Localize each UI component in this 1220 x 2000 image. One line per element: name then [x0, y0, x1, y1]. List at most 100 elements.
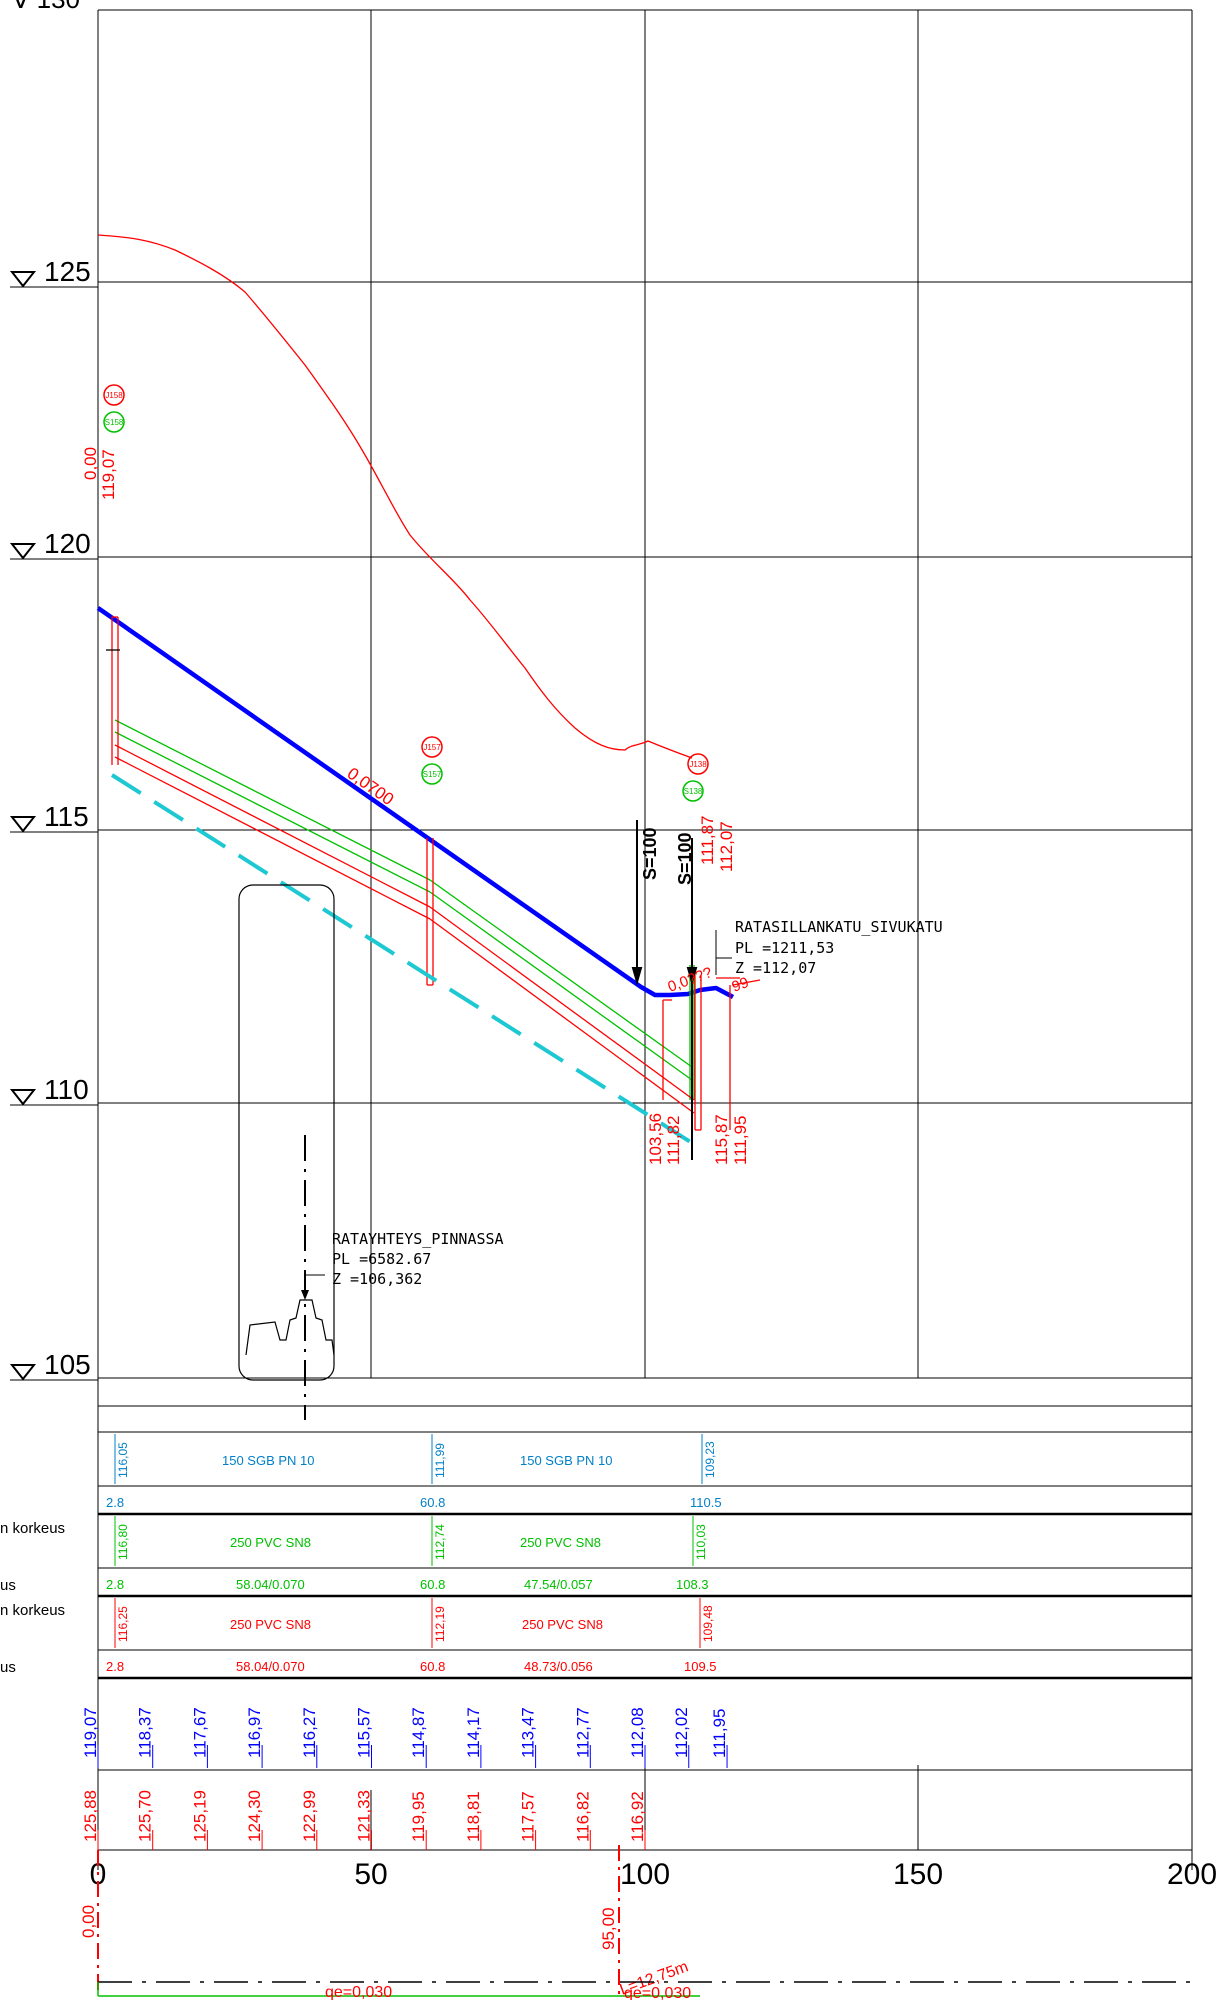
station-label-50: 50: [354, 1858, 387, 1891]
s-label-1: S=100: [640, 827, 660, 880]
elevation-marker-105: 105: [9, 1349, 98, 1381]
design-elevation-label: 114,87: [409, 1707, 428, 1758]
svg-text:∇ 130: ∇ 130: [11, 0, 80, 14]
svg-text:116,80: 116,80: [116, 1524, 130, 1560]
ground-elevation-label: 116,82: [573, 1791, 592, 1842]
svg-text:60.8: 60.8: [420, 1659, 445, 1674]
ratasillankatu-callout: RATASILLANKATU_SIVUKATU PL =1211,53 Z =1…: [715, 918, 943, 977]
svg-text:J157: J157: [423, 743, 441, 752]
design-elevation-label: 119,07: [81, 1707, 100, 1758]
end-label-2: 112,07: [717, 821, 736, 872]
ground-elevation-label: 125,88: [81, 1790, 100, 1842]
svg-text:115: 115: [44, 801, 89, 832]
design-elevation-label: 112,08: [628, 1707, 647, 1758]
marker-j138: J138: [687, 753, 709, 775]
svg-text:J138: J138: [689, 760, 707, 769]
end-small-label-2: 99: [730, 974, 751, 996]
left-label-4: us: [0, 1659, 16, 1676]
svg-text:60.8: 60.8: [420, 1495, 445, 1510]
ground-elevation-label: 121,33: [355, 1790, 374, 1842]
svg-text:Z =106,362: Z =106,362: [332, 1270, 422, 1288]
svg-text:108.3: 108.3: [676, 1577, 709, 1592]
svg-text:S138: S138: [684, 787, 703, 796]
marker-s158: S158: [103, 411, 125, 433]
design-elevations: 119,07 118,37 117,67 116,97 116,27 115,57 114,…: [81, 1707, 729, 1768]
svg-text:RATAYHTEYS_PINNASSA: RATAYHTEYS_PINNASSA: [332, 1230, 504, 1248]
svg-text:120: 120: [44, 528, 91, 559]
svg-text:110: 110: [44, 1074, 89, 1105]
svg-text:109.5: 109.5: [684, 1659, 717, 1674]
railway-crossing: RATAYHTEYS_PINNASSA PL =6582.67 Z =106,3…: [238, 884, 504, 1420]
svg-text:RATASILLANKATU_SIVUKATU: RATASILLANKATU_SIVUKATU: [735, 918, 943, 936]
elevation-marker-125: 125: [9, 256, 98, 288]
start-station-label: 0,00: [81, 447, 100, 480]
svg-text:S157: S157: [423, 770, 442, 779]
svg-text:116,05: 116,05: [116, 1442, 130, 1478]
ground-elevation-label: 117,57: [519, 1791, 538, 1842]
end-label-4: 111,82: [664, 1116, 683, 1165]
water-row: 116,05 111,99 109,23 150 SGB PN 10 150 S…: [106, 1434, 722, 1510]
svg-text:58.04/0.070: 58.04/0.070: [236, 1577, 305, 1592]
s-label-2: S=100: [675, 832, 695, 885]
design-elevation-label: 116,97: [245, 1707, 264, 1758]
station-axis: 0 50 100 150 200: [90, 1858, 1217, 1891]
svg-text:95,00: 95,00: [599, 1907, 618, 1950]
svg-text:S158: S158: [105, 418, 124, 427]
marker-s157: S157: [421, 763, 443, 785]
elevation-marker-120: 120: [9, 528, 98, 560]
svg-text:J158: J158: [105, 391, 123, 400]
ground-elevation-label: 122,99: [300, 1790, 319, 1842]
svg-text:qe=0,030: qe=0,030: [325, 1984, 392, 2000]
svg-text:60.8: 60.8: [420, 1577, 445, 1592]
end-label-6: 111,95: [731, 1116, 750, 1165]
svg-text:58.04/0.070: 58.04/0.070: [236, 1659, 305, 1674]
ground-line: [97, 234, 693, 759]
start-labels: 0,00 119,07: [81, 447, 118, 500]
storm-row: 116,80 112,74 110,03 250 PVC SN8 250 PVC…: [106, 1516, 709, 1592]
start-elevation-label: 119,07: [99, 449, 118, 500]
ground-elevations: 125,88 125,70 125,19 124,30 122,99 121,33 119,…: [81, 1790, 647, 1850]
station-label-100: 100: [620, 1858, 670, 1891]
manhole-markers: J158 S158 J157 S157 J138 S138: [103, 384, 709, 802]
design-elevation-label: 113,47: [519, 1707, 538, 1758]
svg-text:111,99: 111,99: [433, 1443, 447, 1478]
svg-text:2.8: 2.8: [106, 1659, 124, 1674]
design-elevation-label: 118,37: [136, 1707, 155, 1758]
s-arrows: [631, 820, 698, 1160]
svg-text:109,23: 109,23: [703, 1441, 717, 1478]
storm-pipe: [114, 719, 695, 1100]
left-label-2: us: [0, 1577, 16, 1594]
svg-text:250 PVC SN8: 250 PVC SN8: [230, 1535, 311, 1550]
svg-text:2.8: 2.8: [106, 1495, 124, 1510]
svg-text:48.73/0.056: 48.73/0.056: [524, 1659, 593, 1674]
svg-text:116,25: 116,25: [116, 1606, 130, 1642]
design-elevation-label: 112,77: [573, 1707, 592, 1758]
grid: [97, 9, 1193, 1850]
ground-elevation-label: 125,70: [136, 1790, 155, 1842]
ground-elevation-label: 118,81: [464, 1791, 483, 1842]
svg-text:2.8: 2.8: [106, 1577, 124, 1592]
svg-text:250 PVC SN8: 250 PVC SN8: [520, 1535, 601, 1550]
ground-elevation-label: 124,30: [245, 1790, 264, 1842]
svg-text:150 SGB PN 10: 150 SGB PN 10: [222, 1453, 315, 1468]
end-label-5: 115,87: [712, 1114, 731, 1165]
svg-text:112,74: 112,74: [433, 1524, 447, 1560]
design-elevation-label: 117,67: [190, 1707, 209, 1758]
svg-text:qe=0,030: qe=0,030: [624, 1985, 691, 2000]
sewer-pipe: [106, 616, 761, 1131]
design-elevation-label: 112,02: [672, 1707, 691, 1758]
sewer-row: 116,25 112,19 109,48 250 PVC SN8 250 PVC…: [106, 1598, 717, 1674]
elevation-marker-110: 110: [9, 1074, 98, 1106]
alignment-band: 0,00 95,00 L=12,75m qe=0,030 qe=0,030: [79, 1845, 1192, 2000]
svg-text:PL =1211,53: PL =1211,53: [735, 939, 834, 957]
marker-j158: J158: [103, 384, 125, 406]
svg-text:110,03: 110,03: [694, 1524, 708, 1560]
svg-text:112,19: 112,19: [433, 1606, 447, 1642]
profile-table: n korkeus us n korkeus us 116,05 111,99 …: [0, 1377, 1192, 1851]
left-label-1: n korkeus: [0, 1520, 65, 1537]
design-line: [96, 606, 735, 999]
water-pipe: [110, 773, 702, 1150]
design-elevation-label: 115,57: [355, 1707, 374, 1758]
elevation-markers: ∇ 130 125 120 115 110 105: [9, 0, 98, 1381]
